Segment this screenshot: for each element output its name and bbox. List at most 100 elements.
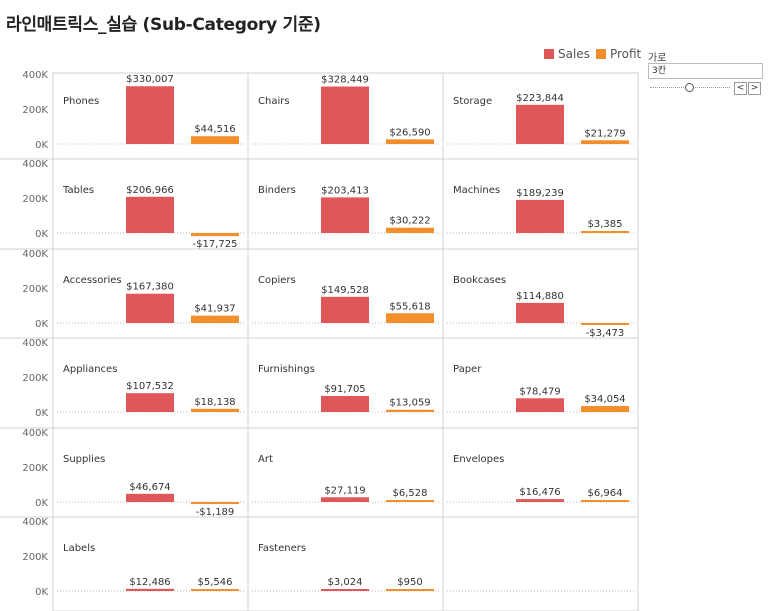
profit-data-label: $18,138 [194,397,235,408]
profit-bar[interactable] [191,589,239,591]
profit-swatch-icon [595,49,606,59]
profit-bar[interactable] [191,502,239,504]
y-tick-label: 200K [22,105,48,116]
panel-label: Supplies [63,454,105,465]
sales-bar[interactable] [321,296,369,323]
profit-bar[interactable] [386,409,434,412]
profit-data-label: $6,528 [393,488,428,499]
sales-data-label: $27,119 [324,485,365,496]
y-tick-label: 400K [22,428,48,439]
profit-bar[interactable] [581,231,629,233]
panel-label: Copiers [258,275,296,286]
panel-label: Paper [453,364,482,375]
sales-data-label: $46,674 [129,482,170,493]
sales-data-label: $78,479 [519,386,560,397]
profit-bar[interactable] [386,227,434,233]
profit-data-label: -$17,725 [193,239,238,250]
sales-data-label: $330,007 [126,74,174,85]
next-button[interactable]: > [748,82,761,95]
sales-bar[interactable] [126,196,174,233]
sales-bar[interactable] [126,493,174,502]
sales-bar[interactable] [321,497,369,502]
grid-border [52,72,639,611]
sales-bar[interactable] [126,86,174,144]
y-tick-label: 400K [22,70,48,81]
profit-bar[interactable] [386,589,434,591]
profit-bar[interactable] [191,136,239,144]
profit-data-label: $26,590 [389,127,430,138]
profit-data-label: $41,937 [194,304,235,315]
profit-bar[interactable] [581,500,629,502]
panel-label: Bookcases [453,275,506,286]
profit-bar[interactable] [191,408,239,412]
legend-item-sales[interactable]: Sales [544,47,590,61]
sales-data-label: $189,239 [516,188,564,199]
panel-label: Furnishings [258,364,315,375]
profit-data-label: -$3,473 [586,328,625,339]
sales-data-label: $114,880 [516,291,564,302]
profit-bar[interactable] [191,233,239,237]
sales-bar[interactable] [321,589,369,591]
sales-data-label: $203,413 [321,185,369,196]
sales-bar[interactable] [516,398,564,412]
sales-data-label: $107,532 [126,381,174,392]
panel-label: Machines [453,185,500,196]
profit-data-label: $950 [397,577,422,588]
profit-bar[interactable] [581,323,629,325]
sales-bar[interactable] [516,199,564,233]
profit-data-label: $55,618 [389,301,430,312]
panel-label: Storage [453,96,492,107]
sales-bar[interactable] [126,393,174,412]
profit-bar[interactable] [191,315,239,323]
sales-data-label: $328,449 [321,75,369,86]
panel-label: Appliances [63,364,117,375]
sales-bar[interactable] [321,197,369,233]
sales-bar[interactable] [516,302,564,323]
profit-bar[interactable] [386,139,434,144]
profit-bar[interactable] [581,140,629,144]
page-title: 라인매트릭스_실습 (Sub-Category 기준) [6,15,321,35]
legend: Sales Profit [544,47,641,61]
profit-bar[interactable] [386,500,434,502]
sales-bar[interactable] [126,293,174,323]
y-tick-label: 0K [35,140,48,151]
sales-data-label: $223,844 [516,93,564,104]
sales-bar[interactable] [321,86,369,144]
sales-data-label: $167,380 [126,282,174,293]
columns-input[interactable]: 3칸 [648,63,763,79]
sales-data-label: $206,966 [126,185,174,196]
sales-data-label: $3,024 [328,577,363,588]
panel-label: Binders [258,185,296,196]
sales-bar[interactable] [516,499,564,502]
sales-bar[interactable] [516,104,564,144]
profit-bar[interactable] [581,406,629,412]
sales-data-label: $91,705 [324,384,365,395]
panel-label: Tables [62,185,94,196]
sales-data-label: $16,476 [519,487,560,498]
profit-bar[interactable] [386,313,434,323]
prev-button[interactable]: < [734,82,747,95]
y-tick-label: 200K [22,373,48,384]
sales-data-label: $149,528 [321,285,369,296]
profit-data-label: $44,516 [194,124,235,135]
y-tick-label: 400K [22,249,48,260]
panel-label: Fasteners [258,543,306,554]
profit-data-label: $30,222 [389,216,430,227]
y-tick-label: 200K [22,463,48,474]
sales-swatch-icon [544,49,554,59]
profit-data-label: $34,054 [584,394,625,405]
y-tick-label: 0K [35,498,48,509]
profit-data-label: $3,385 [588,219,623,230]
profit-data-label: $5,546 [198,577,233,588]
legend-item-profit[interactable]: Profit [595,47,641,61]
panel-label: Art [258,454,273,465]
sales-bar[interactable] [126,588,174,591]
panel-label: Phones [63,96,99,107]
y-tick-label: 200K [22,284,48,295]
panel-label: Chairs [258,96,290,107]
sales-bar[interactable] [321,395,369,412]
profit-data-label: $13,059 [389,398,430,409]
y-tick-label: 0K [35,408,48,419]
y-tick-label: 200K [22,194,48,205]
columns-slider-handle[interactable] [685,83,694,92]
